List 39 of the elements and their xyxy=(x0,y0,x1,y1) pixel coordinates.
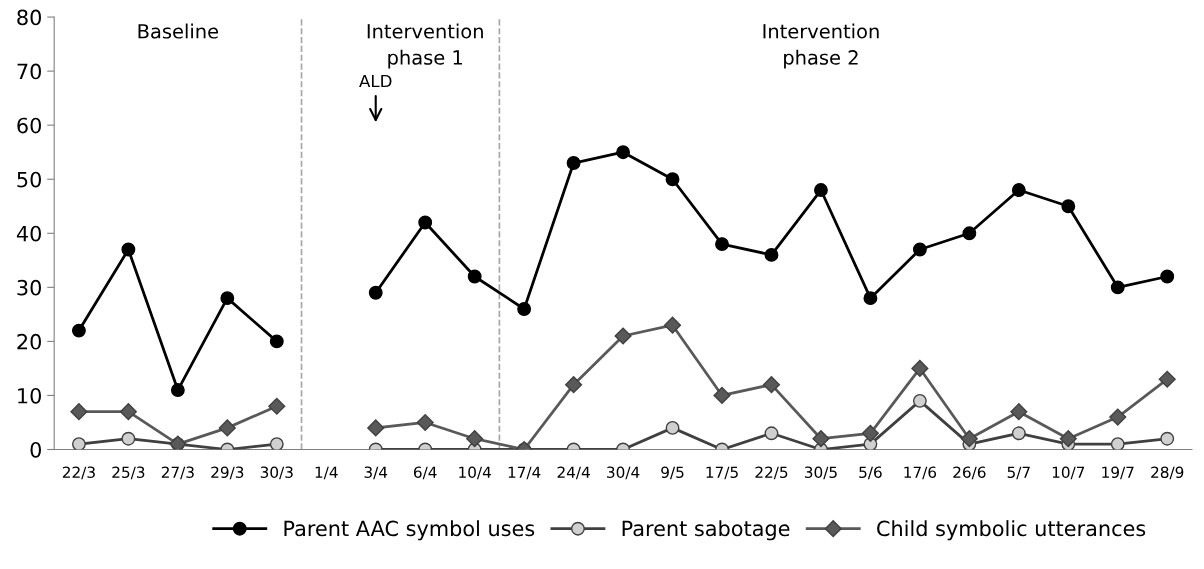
x-tick-label: 17/5 xyxy=(706,466,738,480)
x-tick-label: 17/4 xyxy=(508,466,541,480)
y-tick-label: 0 xyxy=(30,441,41,458)
x-tick-label: 5/7 xyxy=(1007,466,1030,480)
x-tick-label: 10/7 xyxy=(1052,466,1085,480)
x-tick-label: 30/3 xyxy=(260,466,293,480)
x-tick-label: 6/4 xyxy=(413,466,437,480)
y-tick-label: 40 xyxy=(16,225,41,242)
annotation: Baseline xyxy=(138,23,219,39)
annotation: ALD xyxy=(359,74,392,88)
x-tick-label: 27/3 xyxy=(161,466,194,480)
legend-label: Parent sabotage xyxy=(622,520,790,541)
x-tick-label: 30/5 xyxy=(804,466,837,480)
y-tick-label: 30 xyxy=(17,279,41,296)
y-tick-label: 80 xyxy=(17,9,41,26)
x-tick-label: 17/6 xyxy=(904,466,937,480)
legend-label: Child symbolic utterances xyxy=(877,520,1146,541)
y-tick-label: 20 xyxy=(17,333,41,350)
y-tick-label: 50 xyxy=(17,171,41,188)
x-tick-label: 19/7 xyxy=(1102,466,1134,480)
y-tick-label: 10 xyxy=(18,387,41,404)
x-tick-label: 1/4 xyxy=(315,466,338,480)
annotation: Intervention phase 2 xyxy=(763,23,879,69)
x-tick-label: 10/4 xyxy=(459,466,491,480)
x-tick-label: 22/5 xyxy=(755,466,788,480)
annotation: Intervention phase 1 xyxy=(367,23,483,69)
x-tick-label: 29/3 xyxy=(211,466,244,480)
legend-label: Parent AAC symbol uses xyxy=(284,520,535,541)
x-tick-label: 3/4 xyxy=(364,466,388,480)
x-tick-label: 24/4 xyxy=(557,466,590,480)
y-tick-label: 70 xyxy=(17,63,41,80)
x-tick-label: 30/4 xyxy=(607,466,640,480)
x-tick-label: 25/3 xyxy=(112,466,145,480)
x-tick-label: 26/6 xyxy=(953,466,986,480)
x-tick-label: 28/9 xyxy=(1151,466,1184,480)
x-tick-label: 9/5 xyxy=(661,466,684,480)
y-tick-label: 60 xyxy=(17,117,41,134)
x-tick-label: 22/3 xyxy=(62,466,95,480)
x-tick-label: 5/6 xyxy=(859,466,882,480)
